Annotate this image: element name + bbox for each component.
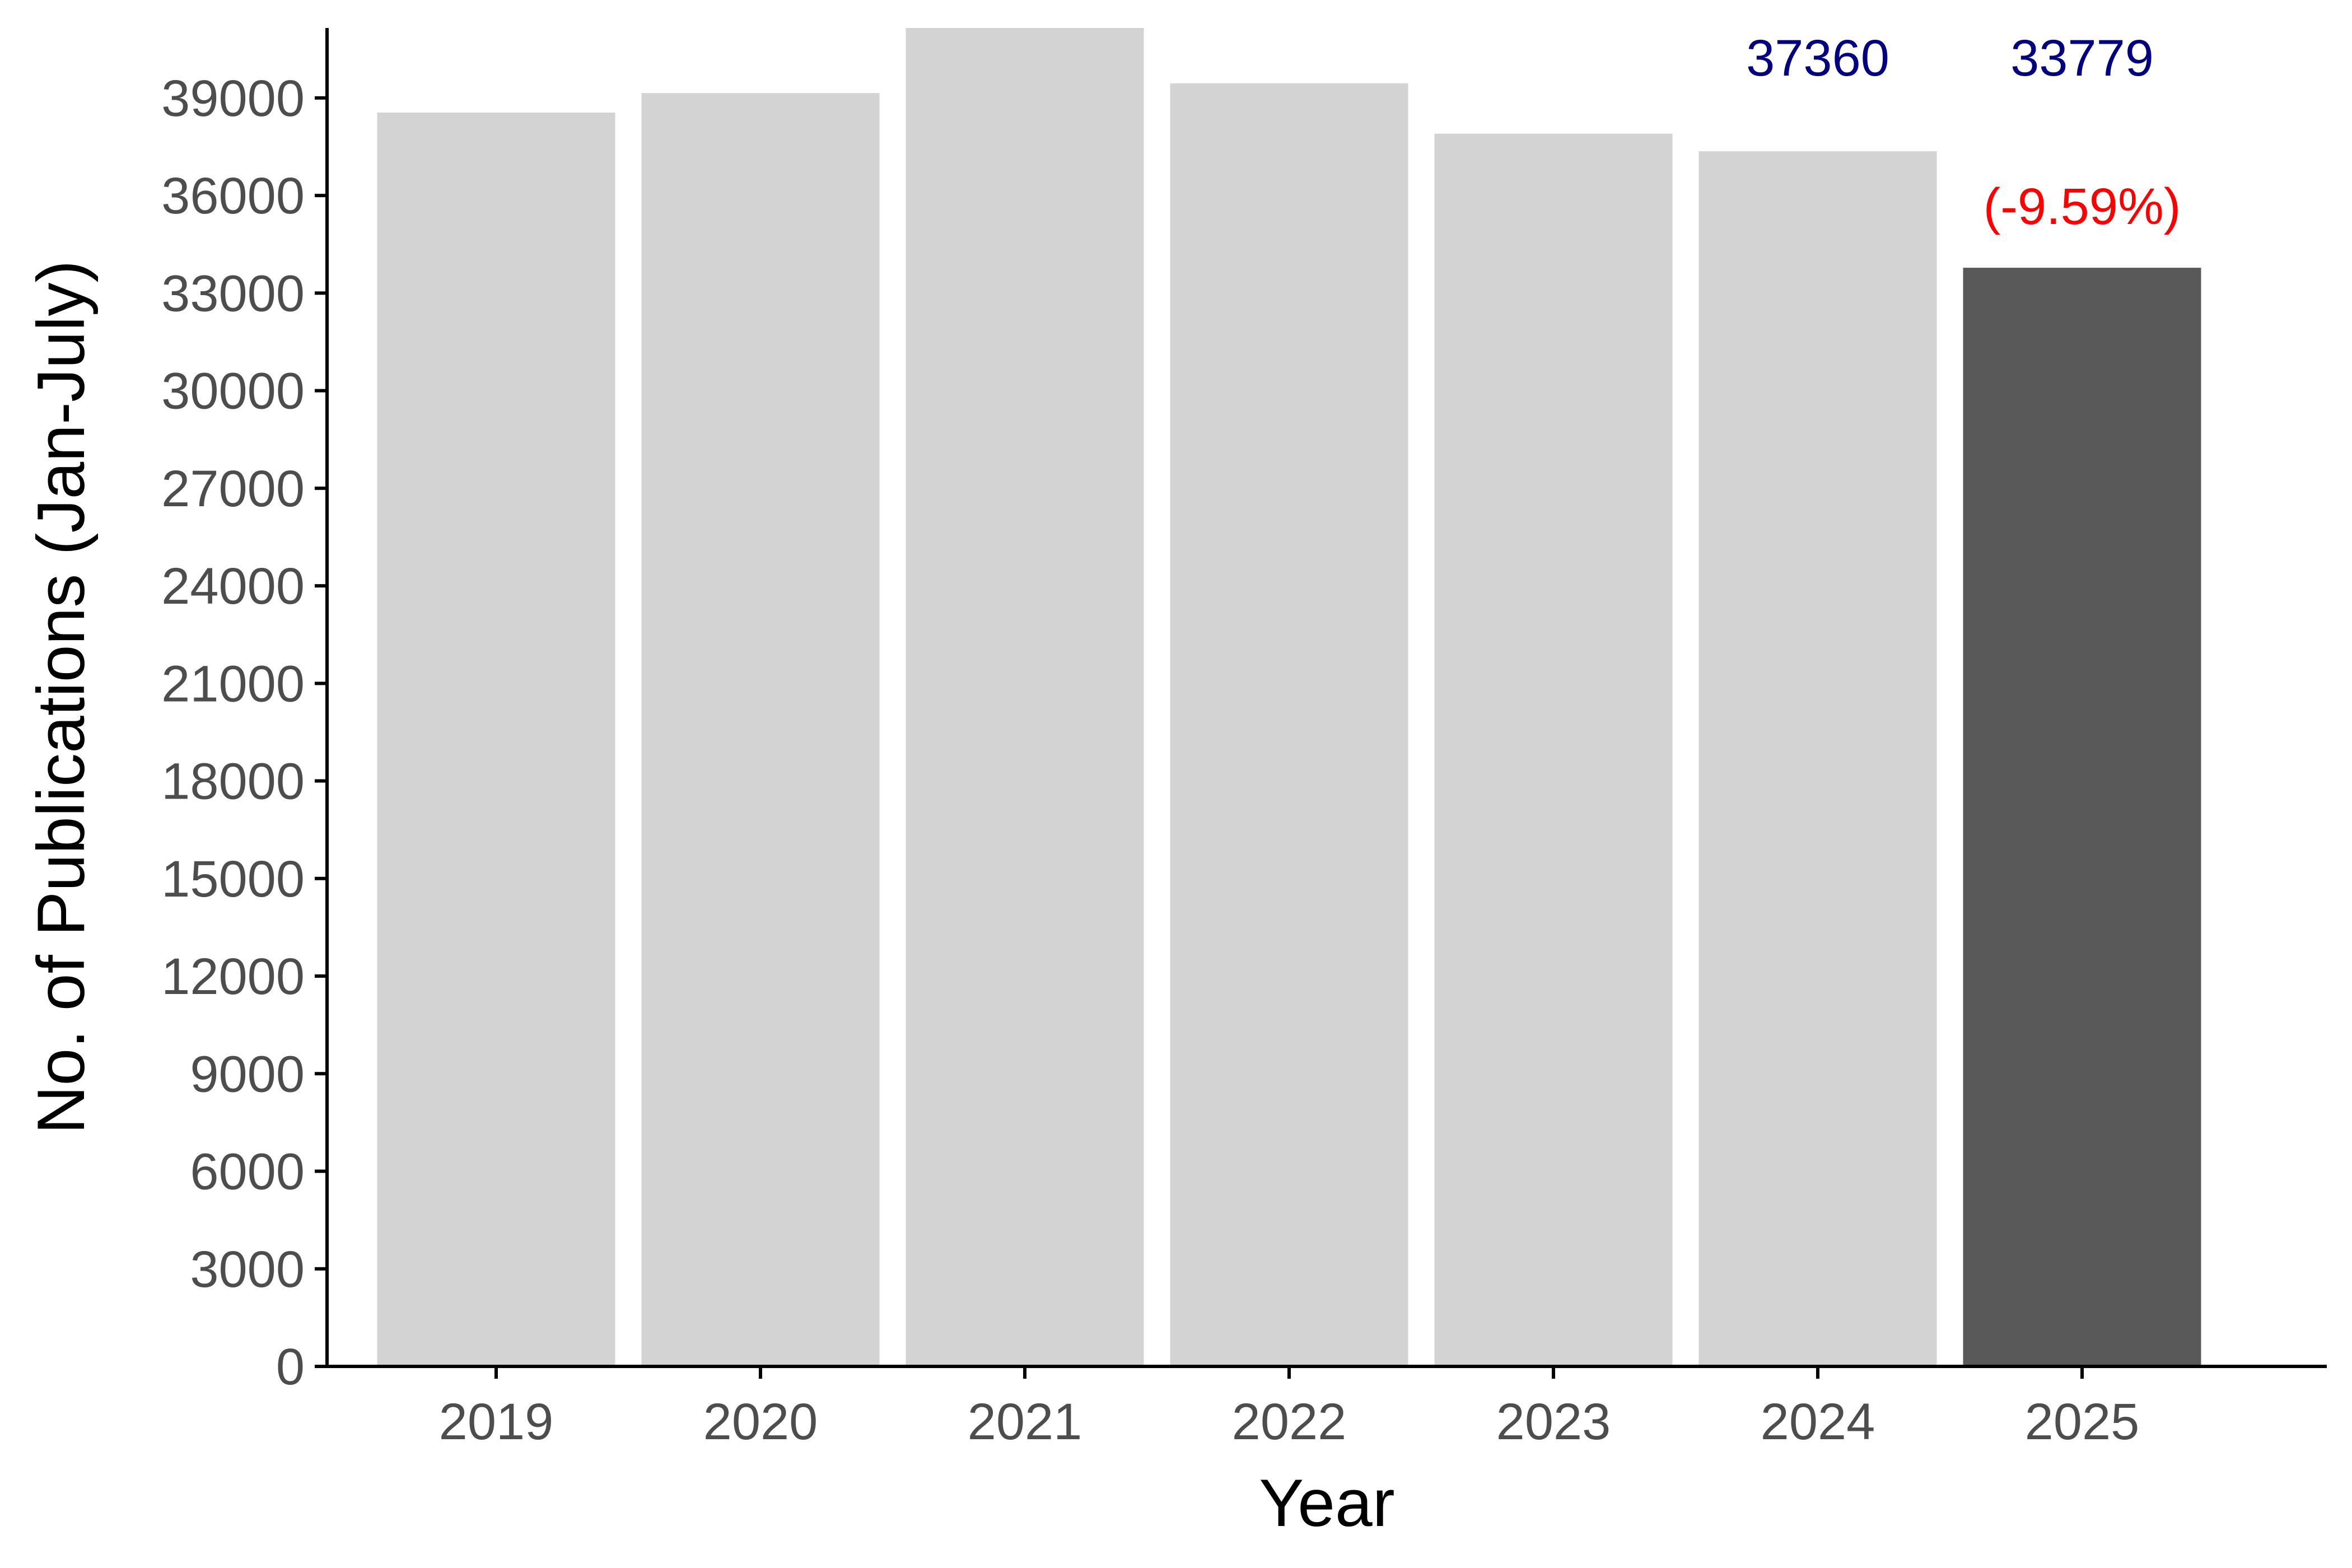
y-axis: 0 3000 6000 9000 12000 15000 18000 21000 24000 27… xyxy=(161,28,329,1396)
y-tick-label: 33000 xyxy=(161,265,305,322)
y-tick-label: 24000 xyxy=(161,558,305,615)
y-tick-label: 36000 xyxy=(161,167,305,225)
bar-2023 xyxy=(1434,133,1673,1366)
bar-2025 xyxy=(1963,268,2201,1366)
y-tick-label: 3000 xyxy=(190,1241,305,1298)
y-tick-label: 12000 xyxy=(161,948,305,1005)
change-percent-label: (-9.59%) xyxy=(1984,178,2181,235)
bar-2021 xyxy=(906,28,1144,1366)
x-tick-label: 2019 xyxy=(439,1393,554,1450)
y-axis-title: No. of Publications (Jan-July) xyxy=(24,260,99,1135)
bar-2020 xyxy=(641,93,880,1366)
value-label-2024: 37360 xyxy=(1746,30,1889,87)
value-label-2025: 33779 xyxy=(2010,30,2154,87)
bar-2024 xyxy=(1698,151,1937,1366)
x-tick-label: 2020 xyxy=(703,1393,818,1450)
x-tick-label: 2024 xyxy=(1761,1393,1875,1450)
bar-2019 xyxy=(377,113,615,1366)
annotations-layer: 37360 33779 (-9.59%) xyxy=(1746,30,2181,235)
x-tick-label: 2023 xyxy=(1496,1393,1611,1450)
y-tick-label: 27000 xyxy=(161,460,305,517)
bar-2022 xyxy=(1170,83,1408,1366)
bars-layer xyxy=(377,28,2201,1366)
y-tick-label: 6000 xyxy=(190,1144,305,1201)
y-tick-label: 9000 xyxy=(190,1046,305,1103)
y-tick-label: 15000 xyxy=(161,851,305,908)
y-tick-label: 21000 xyxy=(161,655,305,712)
y-tick-label: 30000 xyxy=(161,363,305,420)
y-tick-label: 18000 xyxy=(161,753,305,810)
x-tick-label: 2025 xyxy=(2025,1393,2140,1450)
y-tick-label: 39000 xyxy=(161,70,305,127)
x-tick-label: 2022 xyxy=(1232,1393,1347,1450)
y-tick-label: 0 xyxy=(276,1338,305,1396)
x-axis-title: Year xyxy=(1259,1466,1394,1541)
x-tick-label: 2021 xyxy=(968,1393,1082,1450)
x-axis: 2019 2020 2021 2022 2023 2024 2025 xyxy=(325,1365,2327,1450)
